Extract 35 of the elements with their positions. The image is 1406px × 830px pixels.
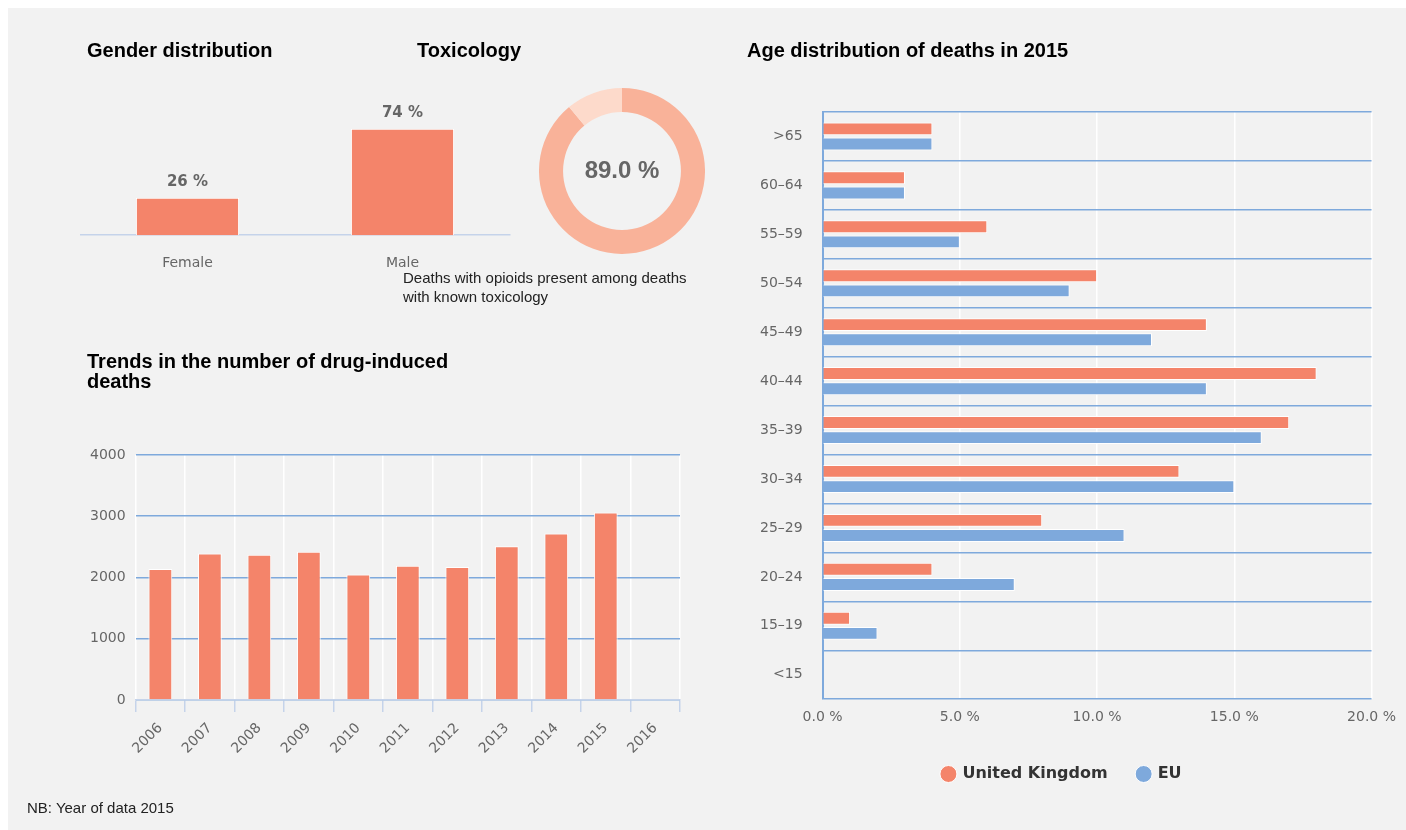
y-tick-label: 20–24: [759, 567, 803, 584]
y-tick-label: 15–19: [759, 616, 803, 633]
x-tick-label: 5.0 %: [939, 708, 980, 725]
y-tick-label: 40–44: [759, 371, 803, 388]
legend-label: United Kingdom: [962, 763, 1108, 783]
x-tick-label: 10.0 %: [1072, 708, 1122, 725]
y-tick-label: 60–64: [759, 176, 803, 193]
y-tick-label: 55–59: [759, 224, 803, 241]
chart-title: Trends in the number of drug-induced deaths: [87, 350, 450, 392]
data-label: 89.0 %: [584, 155, 660, 183]
chart-title: Gender distribution: [87, 39, 273, 61]
data-label: 26 %: [166, 172, 209, 191]
text: Deaths with opioids present among deaths with known toxicology: [403, 268, 688, 306]
y-tick-label: 25–29: [759, 518, 803, 535]
y-tick-label: 4000: [89, 445, 126, 462]
x-tick-label: Female: [162, 254, 213, 271]
y-tick-label: 2000: [89, 568, 126, 585]
y-tick-label: 30–34: [759, 469, 803, 486]
y-tick-label: 1000: [89, 629, 126, 646]
x-tick-label: 15.0 %: [1209, 708, 1259, 725]
y-tick-label: 0: [116, 690, 126, 707]
y-tick-label: >65: [773, 127, 803, 144]
text: NB: Year of data 2015: [27, 798, 175, 817]
chart-title: Toxicology: [417, 39, 522, 61]
y-tick-label: 45–49: [759, 322, 803, 339]
legend-label: EU: [1157, 763, 1182, 783]
y-tick-label: 35–39: [759, 420, 803, 437]
x-tick-label: Male: [385, 254, 420, 271]
y-tick-label: 50–54: [759, 273, 803, 290]
data-label: 74 %: [381, 103, 424, 122]
x-tick-label: 0.0 %: [802, 708, 843, 725]
y-tick-label: <15: [773, 665, 803, 682]
chart-title: Age distribution of deaths in 2015: [747, 39, 1069, 61]
y-tick-label: 3000: [89, 506, 126, 523]
x-tick-label: 20.0 %: [1347, 708, 1397, 725]
